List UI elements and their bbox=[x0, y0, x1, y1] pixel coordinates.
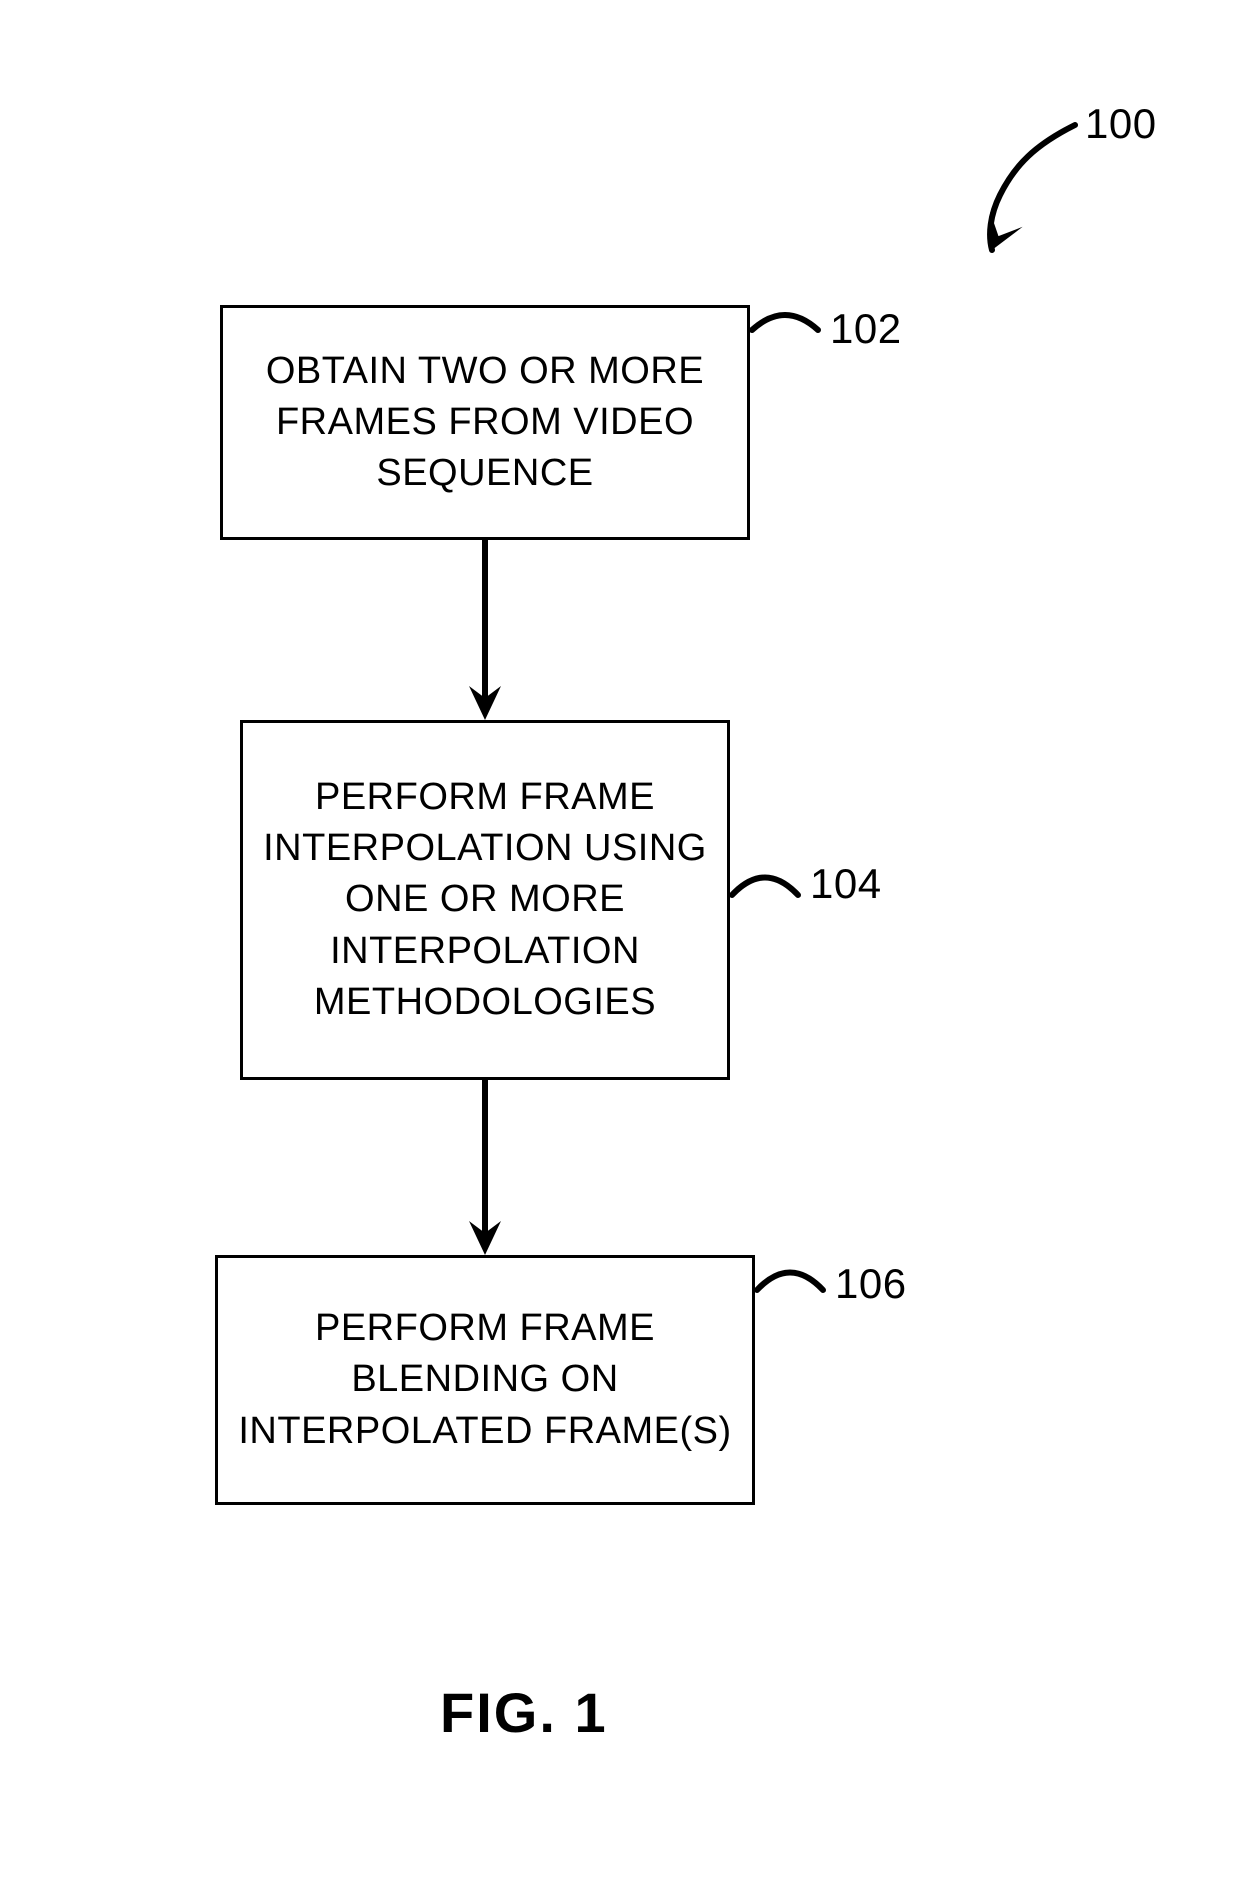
flow-label-106: 106 bbox=[835, 1260, 907, 1308]
flow-box-106-text: PERFORM FRAME BLENDING ON INTERPOLATED F… bbox=[218, 1293, 752, 1467]
figure-caption: FIG. 1 bbox=[440, 1680, 608, 1745]
flow-label-102: 102 bbox=[830, 305, 902, 353]
flow-label-104: 104 bbox=[810, 860, 882, 908]
figure-canvas: OBTAIN TWO OR MORE FRAMES FROM VIDEO SEQ… bbox=[0, 0, 1233, 1900]
flow-box-104: PERFORM FRAME INTERPOLATION USING ONE OR… bbox=[240, 720, 730, 1080]
figure-label-100: 100 bbox=[1085, 100, 1157, 148]
flow-box-106: PERFORM FRAME BLENDING ON INTERPOLATED F… bbox=[215, 1255, 755, 1505]
flow-box-104-text: PERFORM FRAME INTERPOLATION USING ONE OR… bbox=[243, 762, 727, 1038]
flow-box-102: OBTAIN TWO OR MORE FRAMES FROM VIDEO SEQ… bbox=[220, 305, 750, 540]
flow-box-102-text: OBTAIN TWO OR MORE FRAMES FROM VIDEO SEQ… bbox=[223, 336, 747, 510]
